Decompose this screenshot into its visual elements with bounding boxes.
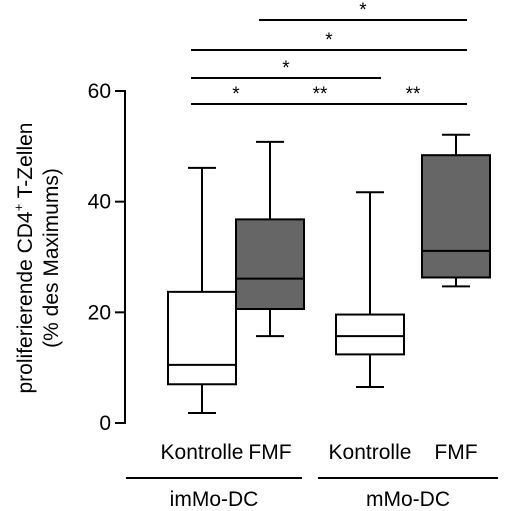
box-1 <box>235 140 305 338</box>
y-axis-label: proliferierende CD4+ T-Zellen <box>11 122 37 393</box>
box-iqr <box>335 313 405 356</box>
boxes-layer <box>167 133 491 415</box>
y-axis: 0 20 40 60 <box>88 80 126 435</box>
group-label: mMo-DC <box>366 488 450 511</box>
significance-label: * <box>232 84 240 105</box>
y-axis-label-line1-pre: proliferierende CD4 <box>14 211 37 393</box>
category-label: FMF <box>434 441 477 464</box>
y-tick-label: 40 <box>88 191 111 214</box>
box-iqr <box>421 154 491 279</box>
significance-label: * <box>359 0 367 21</box>
group-labels: imMo-DC mMo-DC <box>126 477 498 511</box>
box-iqr <box>235 218 305 311</box>
box-iqr <box>167 290 237 386</box>
y-tick-label: 20 <box>88 301 111 324</box>
y-axis-label-line1-sup: + <box>11 204 26 212</box>
significance-label: ** <box>313 84 328 105</box>
category-label: Kontrolle <box>329 441 412 464</box>
group-label: imMo-DC <box>170 488 259 511</box>
category-label: FMF <box>248 441 291 464</box>
significance-label: ** <box>406 84 421 105</box>
box-0 <box>167 166 237 415</box>
y-axis-label-line1-post: T-Zellen <box>14 122 37 203</box>
category-labels: Kontrolle FMF Kontrolle FMF <box>161 441 478 464</box>
y-tick-label: 0 <box>99 412 111 435</box>
y-tick-label: 60 <box>88 80 111 103</box>
box-3 <box>421 133 491 288</box>
significance-label: * <box>282 58 290 79</box>
significance-brackets: * ** ***** <box>191 0 467 105</box>
category-label: Kontrolle <box>161 441 244 464</box>
box-2 <box>335 191 405 389</box>
significance-label: * <box>325 30 333 51</box>
y-axis-label-line2: (% des Maximums) <box>40 168 63 348</box>
